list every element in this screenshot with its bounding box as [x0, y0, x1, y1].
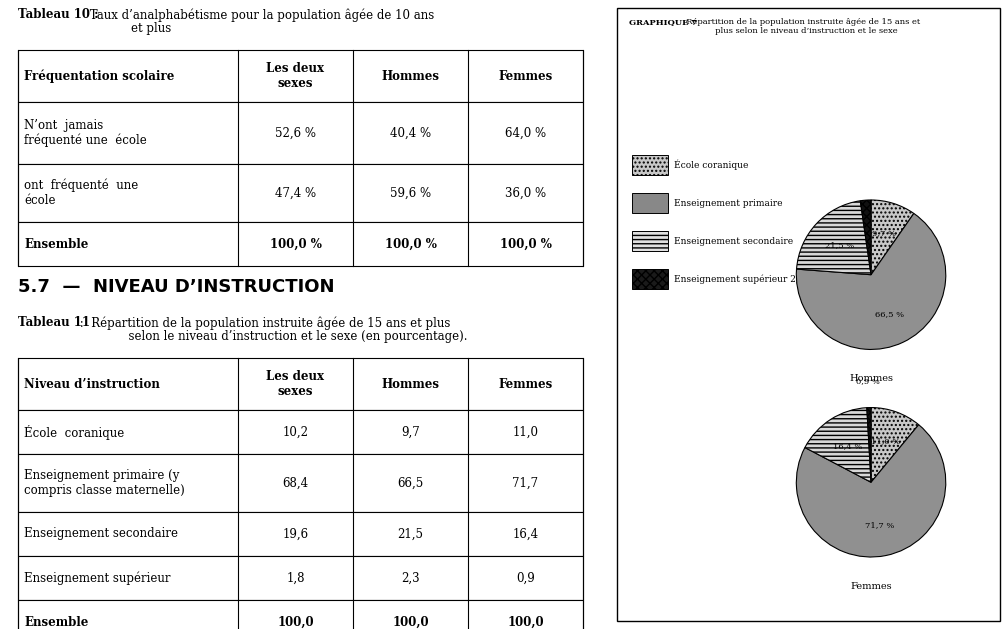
- Text: 100,0 %: 100,0 %: [499, 238, 552, 250]
- Text: 36,0 %: 36,0 %: [505, 187, 546, 199]
- Bar: [18, 410, 583, 454]
- Text: 9,7 %: 9,7 %: [872, 230, 896, 237]
- Wedge shape: [805, 408, 871, 482]
- Text: Femmes: Femmes: [498, 377, 553, 391]
- Text: Hommes: Hommes: [382, 377, 439, 391]
- Bar: [18, 164, 583, 222]
- Text: et plus: et plus: [86, 22, 171, 35]
- Bar: [18, 102, 583, 164]
- Text: Femmes: Femmes: [850, 582, 892, 591]
- Bar: [18, 600, 583, 629]
- Text: 52,6 %: 52,6 %: [275, 126, 316, 140]
- Text: Les deux
sexes: Les deux sexes: [267, 62, 324, 90]
- Text: Ensemble: Ensemble: [24, 616, 89, 628]
- Text: 0,9 %: 0,9 %: [856, 377, 880, 386]
- Text: ont  fréquenté  une
école: ont fréquenté une école: [24, 179, 138, 207]
- Text: Répartition de la population instruite âgée de 15 ans et
             plus selon: Répartition de la population instruite â…: [681, 18, 920, 35]
- Wedge shape: [797, 213, 946, 350]
- Bar: [18, 556, 583, 600]
- Bar: [18, 50, 583, 102]
- Text: Hommes: Hommes: [849, 374, 893, 384]
- Text: 1,8: 1,8: [286, 572, 305, 584]
- Text: 64,0 %: 64,0 %: [505, 126, 546, 140]
- Wedge shape: [871, 408, 918, 482]
- Bar: [632, 193, 668, 213]
- Text: Hommes: Hommes: [382, 69, 439, 82]
- Text: 40,4 %: 40,4 %: [390, 126, 431, 140]
- Text: 5.7  —  NIVEAU D’INSTRUCTION: 5.7 — NIVEAU D’INSTRUCTION: [18, 278, 334, 296]
- Text: 71,7: 71,7: [513, 477, 539, 489]
- Text: 100,0 %: 100,0 %: [270, 238, 321, 250]
- Text: 100,0: 100,0: [508, 616, 544, 628]
- Text: 16,4 %: 16,4 %: [833, 442, 862, 450]
- Wedge shape: [797, 425, 946, 557]
- Text: Taux d’analphabétisme pour la population âgée de 10 ans: Taux d’analphabétisme pour la population…: [86, 8, 434, 21]
- Wedge shape: [871, 200, 913, 275]
- Wedge shape: [797, 201, 871, 275]
- Text: Enseignement primaire (y
compris classe maternelle): Enseignement primaire (y compris classe …: [24, 469, 184, 497]
- Text: 2,3: 2,3: [401, 572, 420, 584]
- Bar: [617, 8, 1000, 621]
- Bar: [632, 231, 668, 251]
- Text: Enseignement supérieur: Enseignement supérieur: [24, 571, 170, 585]
- Text: Tableau 11: Tableau 11: [18, 316, 90, 329]
- Text: 21,5 %: 21,5 %: [825, 241, 854, 249]
- Text: Enseignement supérieur 2,3 %: Enseignement supérieur 2,3 %: [674, 274, 816, 284]
- Text: :  Répartition de la population instruite âgée de 15 ans et plus: : Répartition de la population instruite…: [76, 316, 450, 330]
- Text: Les deux
sexes: Les deux sexes: [267, 370, 324, 398]
- Bar: [632, 269, 668, 289]
- Bar: [632, 155, 668, 175]
- Text: 19,6: 19,6: [282, 528, 308, 540]
- Bar: [18, 512, 583, 556]
- Bar: [18, 222, 583, 266]
- Text: 9,7: 9,7: [401, 425, 420, 438]
- Text: Femmes: Femmes: [498, 69, 553, 82]
- Text: N’ont  jamais
fréquenté une  école: N’ont jamais fréquenté une école: [24, 119, 147, 147]
- Text: Enseignement primaire: Enseignement primaire: [674, 199, 782, 208]
- Text: École coranique: École coranique: [674, 160, 748, 170]
- Text: Ensemble: Ensemble: [24, 238, 89, 250]
- Text: 100,0 %: 100,0 %: [385, 238, 436, 250]
- Text: Enseignement secondaire: Enseignement secondaire: [24, 528, 178, 540]
- Wedge shape: [867, 408, 871, 482]
- Text: 66,5 %: 66,5 %: [875, 310, 904, 318]
- Text: 11,0 %: 11,0 %: [871, 438, 900, 445]
- Text: 68,4: 68,4: [282, 477, 308, 489]
- Text: École  coranique: École coranique: [24, 425, 124, 440]
- Text: Niveau d’instruction: Niveau d’instruction: [24, 377, 160, 391]
- Text: 21,5: 21,5: [398, 528, 424, 540]
- Bar: [18, 454, 583, 512]
- Text: Tableau 10 :: Tableau 10 :: [18, 8, 99, 21]
- Wedge shape: [860, 200, 871, 275]
- Text: 10,2: 10,2: [283, 425, 308, 438]
- Text: 47,4 %: 47,4 %: [275, 187, 316, 199]
- Text: Fréquentation scolaire: Fréquentation scolaire: [24, 69, 174, 83]
- Text: 100,0: 100,0: [392, 616, 429, 628]
- Text: 100,0: 100,0: [277, 616, 314, 628]
- Text: 66,5: 66,5: [398, 477, 424, 489]
- Text: 71,7 %: 71,7 %: [865, 521, 894, 529]
- Text: 59,6 %: 59,6 %: [390, 187, 431, 199]
- Bar: [18, 358, 583, 410]
- Text: GRAPHIQUE 7: GRAPHIQUE 7: [629, 18, 697, 26]
- Text: 16,4: 16,4: [513, 528, 539, 540]
- Text: 11,0: 11,0: [513, 425, 539, 438]
- Text: Enseignement secondaire: Enseignement secondaire: [674, 237, 794, 245]
- Text: selon le niveau d’instruction et le sexe (en pourcentage).: selon le niveau d’instruction et le sexe…: [76, 330, 467, 343]
- Text: 0,9: 0,9: [517, 572, 535, 584]
